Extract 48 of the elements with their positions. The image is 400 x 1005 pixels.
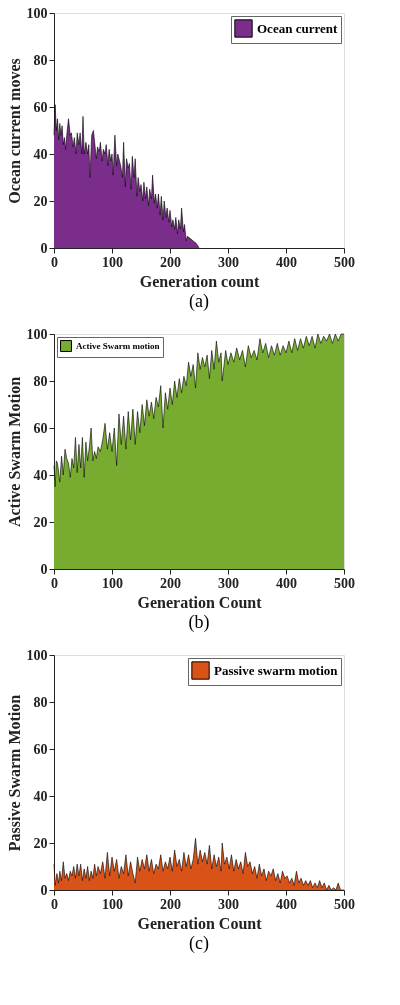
- x-tick-label: 300: [218, 896, 239, 912]
- y-tick-label: 0: [40, 882, 48, 898]
- text: (a): [189, 291, 209, 312]
- y-tick-label: 20: [33, 835, 48, 851]
- text: (b): [188, 612, 210, 633]
- text: (c): [189, 933, 209, 954]
- y-tick-label: 40: [33, 146, 48, 162]
- x-tick-label: 500: [334, 575, 355, 591]
- y-tick-label: 80: [33, 373, 48, 389]
- x-tick-label: 200: [160, 575, 181, 591]
- x-tick-label: 0: [51, 575, 58, 591]
- y-tick-label: 80: [33, 52, 48, 68]
- x-tick-label: 0: [51, 896, 58, 912]
- y-tick-label: 20: [33, 193, 48, 209]
- x-tick-label: 400: [276, 896, 297, 912]
- y-tick-label: 0: [40, 240, 48, 256]
- y-tick-label: 100: [26, 5, 48, 21]
- legend-label: Passive swarm motion: [214, 662, 339, 678]
- y-axis-title: Passive Swarm Motion: [5, 694, 23, 852]
- x-tick-label: 100: [102, 254, 123, 270]
- y-tick-label: 100: [26, 647, 48, 663]
- y-tick-label: 40: [33, 467, 48, 483]
- x-axis-title: Generation count: [139, 272, 260, 290]
- x-tick-label: 400: [276, 575, 297, 591]
- legend-label: Ocean current: [257, 20, 338, 36]
- x-axis-title: Generation Count: [137, 914, 263, 932]
- y-axis-title: Active Swarm Motion: [5, 376, 23, 528]
- y-tick-label: 100: [26, 326, 48, 342]
- y-tick-label: 20: [33, 514, 48, 530]
- y-tick-label: 60: [33, 99, 48, 115]
- y-tick-label: 60: [33, 741, 48, 757]
- x-tick-label: 200: [160, 896, 181, 912]
- x-tick-label: 400: [276, 254, 297, 270]
- y-axis-title: Ocean current moves: [5, 58, 23, 204]
- y-tick-label: 40: [33, 788, 48, 804]
- x-tick-label: 100: [102, 896, 123, 912]
- x-tick-label: 500: [334, 896, 355, 912]
- x-tick-label: 200: [160, 254, 181, 270]
- x-tick-label: 100: [102, 575, 123, 591]
- x-axis-title: Generation Count: [137, 593, 263, 611]
- legend-label: Active Swarm motion: [76, 341, 160, 351]
- x-tick-label: 300: [218, 254, 239, 270]
- x-tick-label: 300: [218, 575, 239, 591]
- y-tick-label: 60: [33, 420, 48, 436]
- x-tick-label: 0: [51, 254, 58, 270]
- y-tick-label: 80: [33, 694, 48, 710]
- y-tick-label: 0: [40, 561, 48, 577]
- x-tick-label: 500: [334, 254, 355, 270]
